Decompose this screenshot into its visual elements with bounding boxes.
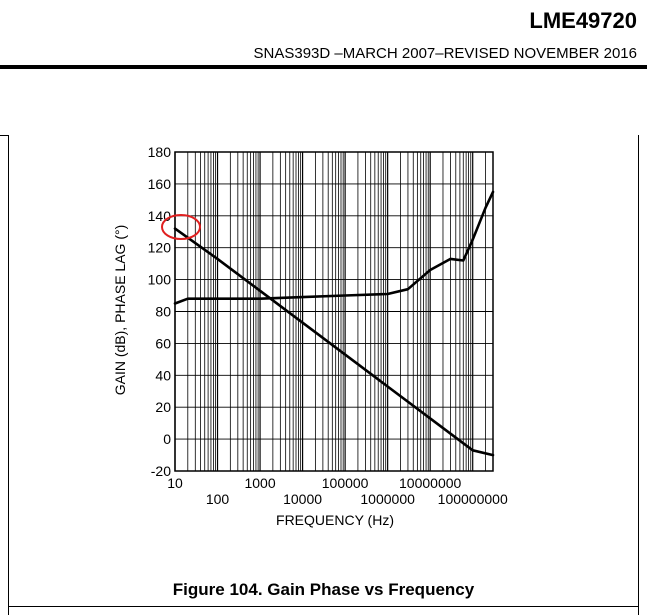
gain-curve bbox=[173, 227, 495, 457]
x-tick-label: 1000000 bbox=[360, 491, 415, 507]
x-tick-label: 100000 bbox=[322, 475, 369, 491]
frame-left-border bbox=[8, 135, 9, 615]
frame-right-border bbox=[638, 135, 639, 615]
x-tick-label: 1000 bbox=[244, 475, 275, 491]
y-tick-label: 80 bbox=[155, 304, 171, 320]
frame-top-tick bbox=[0, 135, 8, 136]
x-tick-label: 100000000 bbox=[438, 491, 508, 507]
y-tick-label: 160 bbox=[148, 176, 172, 192]
frame-bottom-border bbox=[8, 606, 639, 607]
figure-caption: Figure 104. Gain Phase vs Frequency bbox=[172, 580, 475, 599]
x-tick-label: 10000 bbox=[283, 491, 322, 507]
y-tick-label: 180 bbox=[148, 144, 172, 160]
x-axis-label: FREQUENCY (Hz) bbox=[276, 512, 394, 528]
y-tick-label: 40 bbox=[155, 367, 171, 383]
y-tick-label: 0 bbox=[163, 431, 171, 447]
y-tick-labels: 180 160 140 120 100 80 60 40 20 0 -20 bbox=[148, 144, 172, 479]
y-tick-label: -20 bbox=[151, 463, 171, 479]
x-tick-label: 10 bbox=[167, 475, 183, 491]
document-title: LME49720 bbox=[529, 8, 637, 33]
y-tick-label: 140 bbox=[148, 208, 172, 224]
x-tick-label: 10000000 bbox=[399, 475, 462, 491]
y-tick-label: 120 bbox=[148, 240, 172, 256]
highlight-circle-annotation bbox=[161, 214, 201, 240]
y-tick-label: 20 bbox=[155, 399, 171, 415]
header-rule bbox=[0, 65, 647, 69]
document-subtitle: SNAS393D –MARCH 2007–REVISED NOVEMBER 20… bbox=[253, 45, 638, 62]
y-axis-label: GAIN (dB), PHASE LAG (°) bbox=[112, 225, 128, 396]
x-tick-labels: 10 1000 100000 10000000 100 10000 1000000 10000… bbox=[167, 475, 508, 507]
phase-curve bbox=[173, 190, 495, 305]
chart-grid bbox=[174, 151, 494, 472]
y-tick-label: 60 bbox=[155, 335, 171, 351]
y-tick-label: 100 bbox=[148, 272, 172, 288]
x-tick-label: 100 bbox=[206, 491, 230, 507]
chart-curves bbox=[173, 190, 495, 457]
